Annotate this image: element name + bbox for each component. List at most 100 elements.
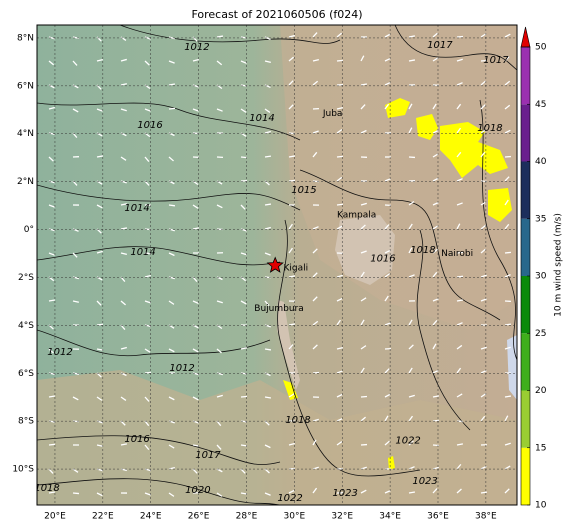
wind-barb [384,368,390,374]
title: Forecast of 2021060506 (f024) [191,8,362,21]
wind-barb [144,300,151,304]
wind-barb [480,491,488,494]
wind-barb [144,420,150,427]
wind-barb [456,35,464,38]
wind-barb [384,393,391,398]
wind-barb [384,415,389,422]
wind-barb [48,132,55,136]
wind-barb [264,36,271,40]
wind-barb [168,228,175,232]
wind-barb [480,248,486,254]
wind-barb [504,415,509,422]
contour-label: 1023 [412,476,437,487]
wind-barb [480,298,487,302]
wind-barb [288,344,294,350]
gridlines [37,25,517,505]
wind-barb [480,59,488,62]
wind-barb [336,32,343,38]
wind-barb [240,300,247,305]
wind-barb [216,300,223,304]
wind-barb [384,272,391,278]
wind-barb [72,468,79,473]
wind-barb [240,108,247,113]
map-labels: 1012 1016 1014 1014 1014 1015 1012 1012 1016 1017… [37,40,509,504]
wind-barb [216,60,223,66]
wind-barb [480,104,486,110]
city-label: Juba [322,109,343,119]
wind-barb [360,129,367,134]
wind-barb [360,250,367,254]
wind-barb [120,300,126,306]
wind-barb [432,343,437,350]
wind-barb [456,463,462,470]
wind-barb [288,323,296,326]
contour-label: 1022 [395,435,420,446]
wind-barb [48,60,55,66]
wind-barb [408,103,413,110]
wind-barb [504,323,512,326]
colorbar-label: 10 m wind speed (m/s) [554,213,564,317]
wind-barb [192,204,199,209]
wind-barb [408,35,416,38]
wind-barb [120,132,127,137]
colorbar-tick-label: 35 [535,214,546,224]
wind-barb [144,156,150,163]
lake-victoria [335,215,395,285]
wind-barb [264,420,270,426]
wind-barb [384,57,391,62]
wind-barb [96,372,102,378]
wind-barb [312,320,319,326]
wind-barb [456,367,462,374]
wind-barb [168,36,175,40]
wind-barb [312,248,318,254]
wind-barb [384,322,391,326]
wind-barb [120,443,128,446]
lat-tick-label: 4°S [18,321,34,331]
wind-barb [144,492,151,496]
wind-barb [432,103,437,110]
wind-barb [96,492,103,497]
wind-barb [288,104,294,110]
contour-label: 1014 [124,203,149,214]
wind-barb [264,348,272,351]
wind-barb [264,84,271,89]
colorbar-tick-label: 25 [535,329,546,339]
wind-barb [168,252,175,257]
wind-barb [312,296,318,302]
city-label: Bujumbura [254,304,303,314]
lon-tick-label: 38°E [475,512,497,522]
wind-barb [48,491,56,494]
wind-barb [288,179,296,182]
colorbar-tick-label: 15 [535,443,546,453]
wind-barb [384,490,391,494]
wind-barb [120,203,127,206]
wind-barb [72,108,79,113]
wind-barb [48,395,56,398]
wind-barb [192,468,198,474]
lat-tick-label: 6°N [17,81,34,91]
wind-barb [408,394,415,398]
wind-barb [240,252,247,256]
wind-barb [312,130,319,134]
wind-barb [456,443,464,446]
wind-barb [456,223,461,230]
wind-barb [168,348,175,353]
wind-barb [456,393,463,398]
wind-barb [456,82,463,86]
wind-barb [96,59,103,62]
lat-tick-label: 0° [24,225,34,235]
wind-barb [216,492,223,497]
wind-barb [360,104,366,110]
wind-barb [408,466,415,470]
wind-barb [168,396,175,401]
contour-label: 1022 [277,493,302,504]
wind-barb [216,35,224,38]
wind-barb [312,226,319,230]
wind-barb [144,348,151,353]
terrain-south [37,370,517,505]
wind-barb [120,108,127,112]
wind-barb [336,59,344,62]
wind-barb [264,130,271,134]
wind-barb [288,80,294,86]
